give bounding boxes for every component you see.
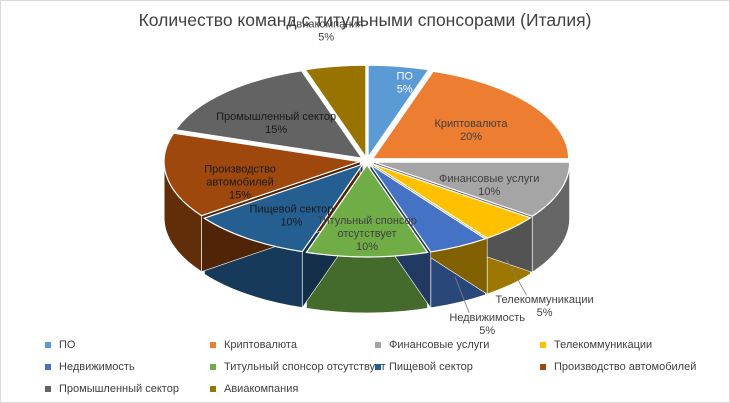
pie-label-3: Телекоммуникации 5% [495,294,593,319]
legend-item: Титульный спонсор отсутствует [210,361,386,373]
leader-4 [454,277,470,313]
pie-slice-6 [202,162,365,253]
legend-swatch [375,364,381,370]
legend-label: Авиакомпания [224,383,299,395]
legend-item: Недвижимость [45,361,135,373]
legend-swatch [375,342,381,348]
legend-item: ПО [45,339,75,351]
legend-label: Недвижимость [59,361,135,373]
legend-item: Авиакомпания [210,383,298,395]
pie-label-7: Производство автомобилей 15% [204,164,276,202]
pie-label-9: Авиакомпания 5% [289,18,363,43]
legend-item: Пищевой сектор [375,361,473,373]
legend-swatch [210,364,216,370]
pie-labels: ПО 5% Криптовалюта 20% Финансовые услуги 10% Т… [204,18,593,336]
pie-tops [163,64,571,258]
pie-label-8: Промышленный сектор 15% [216,111,336,136]
pie-label-1: Криптовалюта 20% [434,118,508,143]
legend-item: Криптовалюта [210,339,297,351]
legend-item: Промышленный сектор [45,383,179,395]
legend-label: Производство автомобилей [554,361,697,373]
legend-swatch [210,386,216,392]
legend-item: Телекоммуникации [540,339,652,351]
legend-swatch [210,342,216,348]
legend-label: Промышленный сектор [59,383,179,395]
pie-label-5: Титульный спонсор отсутствует 10% [317,215,417,253]
legend-swatch [45,342,51,348]
chart-title: Количество команд с титульными спонсорам… [138,10,592,30]
legend-swatch [45,364,51,370]
leader-3 [506,259,527,296]
pie-slice-0 [367,64,430,160]
pie-slice-8 [174,70,364,160]
pie-label-2: Финансовые услуги 10% [439,173,539,198]
legend-label: Телекоммуникации [554,339,653,351]
legend-item: Финансовые услуги [375,339,489,351]
legend-label: Пищевой сектор [389,361,473,373]
pie-slice-7 [163,132,361,217]
legend-swatch [45,386,51,392]
pie-slice-9 [304,64,367,160]
legend-label: Криптовалюта [224,339,297,351]
pie-slice-4 [369,163,487,253]
pie-slice-2 [373,161,571,217]
legend-label: Финансовые услуги [389,339,490,351]
pie-slice-1 [371,70,570,160]
pie-slice-3 [371,163,532,239]
pie-label-4: Недвижимость 5% [449,312,525,337]
legend-swatch [540,342,546,348]
legend-item: Производство автомобилей [540,361,696,373]
pie-slice-5 [305,163,429,258]
legend-label: Титульный спонсор отсутствует [224,361,386,373]
pie-label-6: Пищевой сектор 10% [250,203,334,228]
legend-label: ПО [59,339,76,351]
pie-label-0: ПО 5% [397,70,414,95]
legend-swatch [540,364,546,370]
